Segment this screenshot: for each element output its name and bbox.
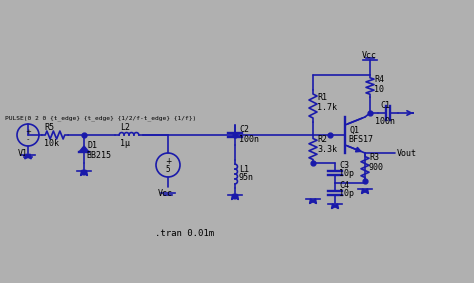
Text: 100n: 100n [239,136,259,145]
Polygon shape [79,146,89,152]
Text: 1μ: 1μ [120,138,130,147]
Text: R3: R3 [369,153,379,162]
Text: Vcc: Vcc [362,50,377,59]
Text: 5: 5 [166,164,170,173]
Text: 10p: 10p [339,188,354,198]
Text: BFS17: BFS17 [348,136,373,145]
Text: +: + [165,156,171,166]
Text: C3: C3 [339,160,349,170]
Text: L2: L2 [120,123,130,132]
Text: R4: R4 [374,76,384,85]
Text: 100n: 100n [375,117,395,125]
Text: 10p: 10p [339,168,354,177]
Text: C2: C2 [239,125,249,134]
Text: +: + [25,129,31,135]
Text: R1: R1 [317,93,327,102]
Text: Q1: Q1 [350,125,360,134]
Text: C4: C4 [339,181,349,190]
Text: 1.7k: 1.7k [317,102,337,112]
Text: 3.3k: 3.3k [317,145,337,155]
Text: BB215: BB215 [86,151,111,160]
Text: -: - [27,136,29,142]
Text: C1: C1 [380,100,390,110]
Text: Vout: Vout [397,149,417,158]
Text: V1: V1 [18,149,28,158]
Text: L1: L1 [239,166,249,175]
Text: R2: R2 [317,136,327,145]
Text: 95n: 95n [239,173,254,183]
Text: 10: 10 [374,85,384,93]
Text: 10k: 10k [44,138,59,147]
Text: R5: R5 [44,123,54,132]
Text: 900: 900 [369,164,384,173]
Text: D1: D1 [88,140,98,149]
Text: .tran 0.01m: .tran 0.01m [155,228,214,237]
Text: PULSE(0 2 0 {t_edge} {t_edge} {1/2/f-t_edge} {1/f}): PULSE(0 2 0 {t_edge} {t_edge} {1/2/f-t_e… [5,115,196,121]
Text: Vcc: Vcc [158,188,173,198]
